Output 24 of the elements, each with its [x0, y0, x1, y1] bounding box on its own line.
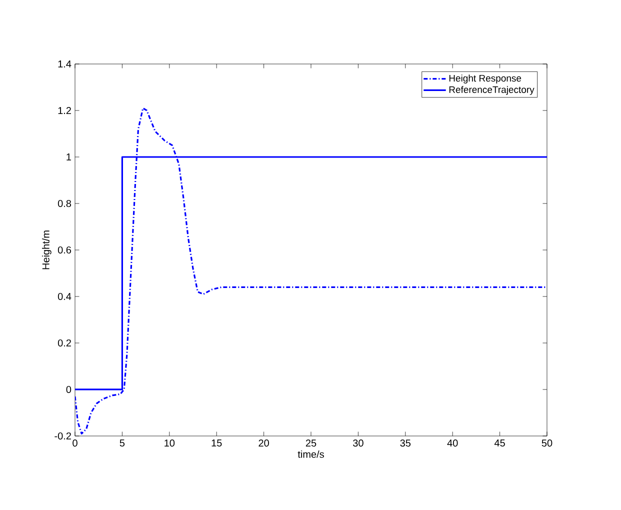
x-tick-label: 35 [400, 440, 411, 447]
x-tick-label: 20 [258, 440, 269, 447]
x-tick-label: 40 [447, 440, 458, 447]
y-tick-label: 1.4 [58, 60, 72, 68]
x-tick-label: 0 [72, 440, 78, 447]
y-tick-label: 1.2 [58, 107, 71, 114]
y-axis-title: Height/m [42, 230, 52, 270]
legend-label: Height Response [449, 74, 522, 84]
x-tick-label: 10 [164, 440, 175, 447]
x-tick-label: 15 [212, 440, 222, 446]
y-tick-label: 0.4 [58, 292, 72, 300]
x-tick-label: 30 [353, 440, 364, 447]
y-tick-label: 0 [66, 386, 72, 394]
x-tick-label: 25 [306, 440, 316, 447]
x-axis-title: time/s [298, 450, 324, 458]
x-tick-label: 5 [120, 440, 125, 446]
y-tick-label: 0.6 [58, 246, 72, 254]
y-tick-label: 1 [66, 154, 71, 160]
y-tick-label: -0.2 [54, 432, 71, 440]
y-tick-label: 0.2 [58, 339, 71, 347]
x-tick-label: 45 [494, 440, 505, 446]
y-tick-label: 0.8 [58, 200, 72, 208]
x-tick-label: 50 [542, 440, 552, 447]
legend-label: ReferenceTrajectory [449, 86, 534, 95]
